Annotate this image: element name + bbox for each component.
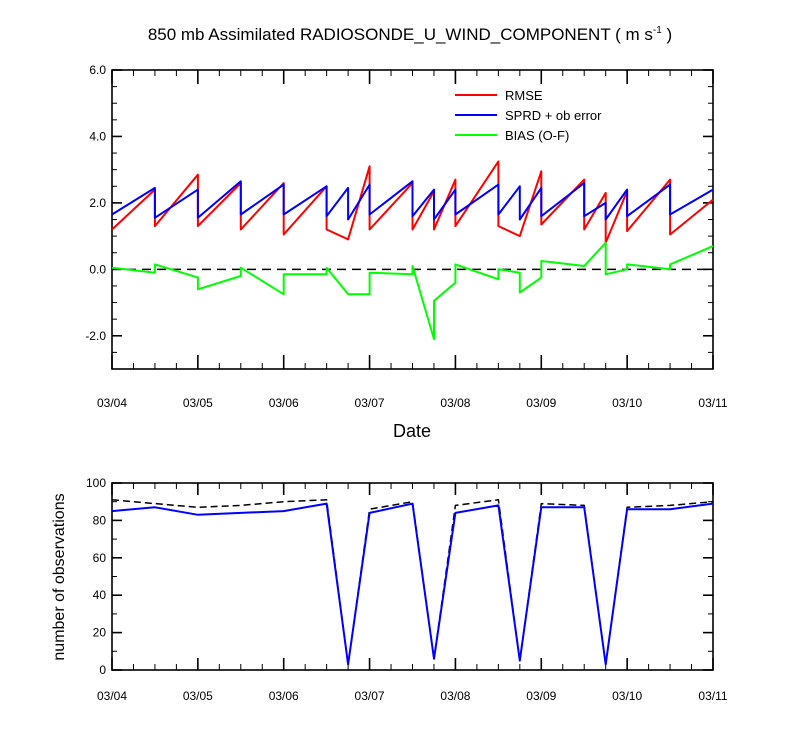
top-x-tick-label: 03/04 bbox=[97, 396, 127, 410]
top-x-tick-label: 03/10 bbox=[612, 396, 642, 410]
top-panel: 03/04 03/05 03/06 03/07 03/08 03/09 03/10 03/11… bbox=[85, 63, 728, 410]
bottom-series-possible-observations bbox=[111, 499, 714, 666]
bottom-x-tick-label: 03/07 bbox=[355, 689, 385, 703]
bottom-plot-frame bbox=[111, 482, 714, 671]
top-series-sprd-ob-error bbox=[111, 180, 714, 221]
top-x-tick-label: 03/09 bbox=[526, 396, 556, 410]
top-x-tick-label: 03/11 bbox=[698, 396, 727, 410]
bottom-y-axis-label: number of observations bbox=[51, 493, 68, 660]
top-y-tick-label: 2.0 bbox=[89, 196, 106, 210]
top-x-tick-label: 03/08 bbox=[440, 396, 470, 410]
top-y-tick-label: 6.0 bbox=[89, 63, 106, 77]
top-y-tick-label: -2.0 bbox=[85, 329, 106, 343]
bottom-x-tick-label: 03/05 bbox=[183, 689, 213, 703]
chart-title-unit-superscript: -1 bbox=[653, 25, 662, 36]
bottom-panel: 03/04 03/05 03/06 03/07 03/08 03/09 03/10 03/11… bbox=[86, 476, 728, 703]
legend-label-bias-o-f: BIAS (O-F) bbox=[505, 128, 569, 143]
top-x-tick-label: 03/07 bbox=[355, 396, 385, 410]
bottom-x-tick-label: 03/09 bbox=[526, 689, 556, 703]
top-y-tick-label: 0.0 bbox=[89, 262, 106, 276]
chart-title: 850 mb Assimilated RADIOSONDE_U_WIND_COM… bbox=[148, 25, 672, 44]
top-x-tick-label: 03/05 bbox=[183, 396, 213, 410]
bottom-y-tick-label: 0 bbox=[99, 663, 106, 677]
bottom-y-tick-label: 40 bbox=[93, 588, 107, 602]
bottom-x-tick-label: 03/11 bbox=[698, 689, 727, 703]
top-y-tick-label: 4.0 bbox=[89, 129, 106, 143]
bottom-y-tick-label: 80 bbox=[93, 513, 107, 527]
bottom-y-tick-label: 20 bbox=[93, 626, 107, 640]
bottom-x-tick-label: 03/10 bbox=[612, 689, 642, 703]
legend-label-rmse: RMSE bbox=[505, 88, 543, 103]
legend-label-sprd-ob-error: SPRD + ob error bbox=[505, 108, 602, 123]
bottom-x-tick-label: 03/08 bbox=[440, 689, 470, 703]
bottom-y-tick-label: 60 bbox=[93, 551, 107, 565]
bottom-x-tick-label: 03/04 bbox=[97, 689, 127, 703]
bottom-series-assimilated-observations bbox=[111, 502, 714, 666]
bottom-y-tick-label: 100 bbox=[86, 476, 106, 490]
chart-title-main: 850 mb Assimilated RADIOSONDE_U_WIND_COM… bbox=[148, 25, 653, 44]
top-legend: RMSE SPRD + ob error BIAS (O-F) bbox=[455, 88, 602, 143]
top-x-axis-label: Date bbox=[393, 421, 431, 441]
top-series-bias-o-f bbox=[111, 241, 714, 341]
top-x-tick-label: 03/06 bbox=[269, 396, 299, 410]
chart-title-end: ) bbox=[662, 25, 672, 44]
bottom-x-tick-label: 03/06 bbox=[269, 689, 299, 703]
